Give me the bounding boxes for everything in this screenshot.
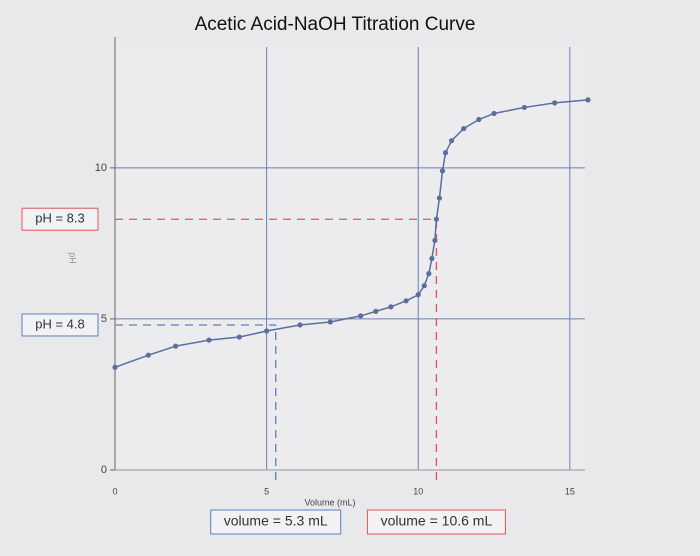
point <box>358 313 364 319</box>
point <box>439 168 446 174</box>
x-tick-label: 5 <box>264 486 269 496</box>
point <box>585 97 591 103</box>
x-tick-label: 0 <box>112 486 117 496</box>
label-box <box>21 313 99 337</box>
label-box <box>210 509 342 535</box>
plot-area <box>115 47 585 470</box>
point <box>415 292 421 298</box>
label-box <box>21 207 99 231</box>
point <box>433 216 440 222</box>
y-tick-label: 5 <box>101 313 107 325</box>
point <box>373 308 379 314</box>
reference-label: pH = 4.8 <box>35 316 85 331</box>
x-axis-label: Volume (mL) <box>304 497 355 507</box>
reference-label: pH = 8.3 <box>35 211 85 226</box>
line <box>114 99 589 368</box>
point <box>173 343 179 349</box>
point <box>476 116 482 123</box>
point <box>426 271 432 277</box>
point <box>552 100 558 106</box>
point <box>442 150 449 156</box>
point <box>448 138 455 144</box>
point <box>236 334 242 340</box>
point <box>145 352 151 358</box>
point <box>297 322 303 328</box>
x-tick-label: 10 <box>413 486 423 496</box>
point <box>327 319 333 325</box>
x-tick-label: 15 <box>565 486 575 496</box>
label-box <box>366 509 506 535</box>
reference-label: volume = 10.6 mL <box>381 513 493 529</box>
y-tick-label: 10 <box>95 162 107 174</box>
point <box>421 283 427 289</box>
y-tick-label: 0 <box>101 464 107 476</box>
point <box>112 364 118 370</box>
point <box>264 328 270 334</box>
point <box>491 110 497 117</box>
point <box>403 298 409 304</box>
point <box>436 195 443 201</box>
point <box>429 255 435 262</box>
point <box>388 304 394 310</box>
point <box>206 337 212 343</box>
point <box>521 104 527 111</box>
y-axis-label: pH <box>68 252 78 264</box>
reference-label: volume = 5.3 mL <box>224 513 328 529</box>
point <box>461 125 467 132</box>
point <box>432 237 438 243</box>
chart-title: Acetic Acid-NaOH Titration Curve <box>195 14 476 35</box>
